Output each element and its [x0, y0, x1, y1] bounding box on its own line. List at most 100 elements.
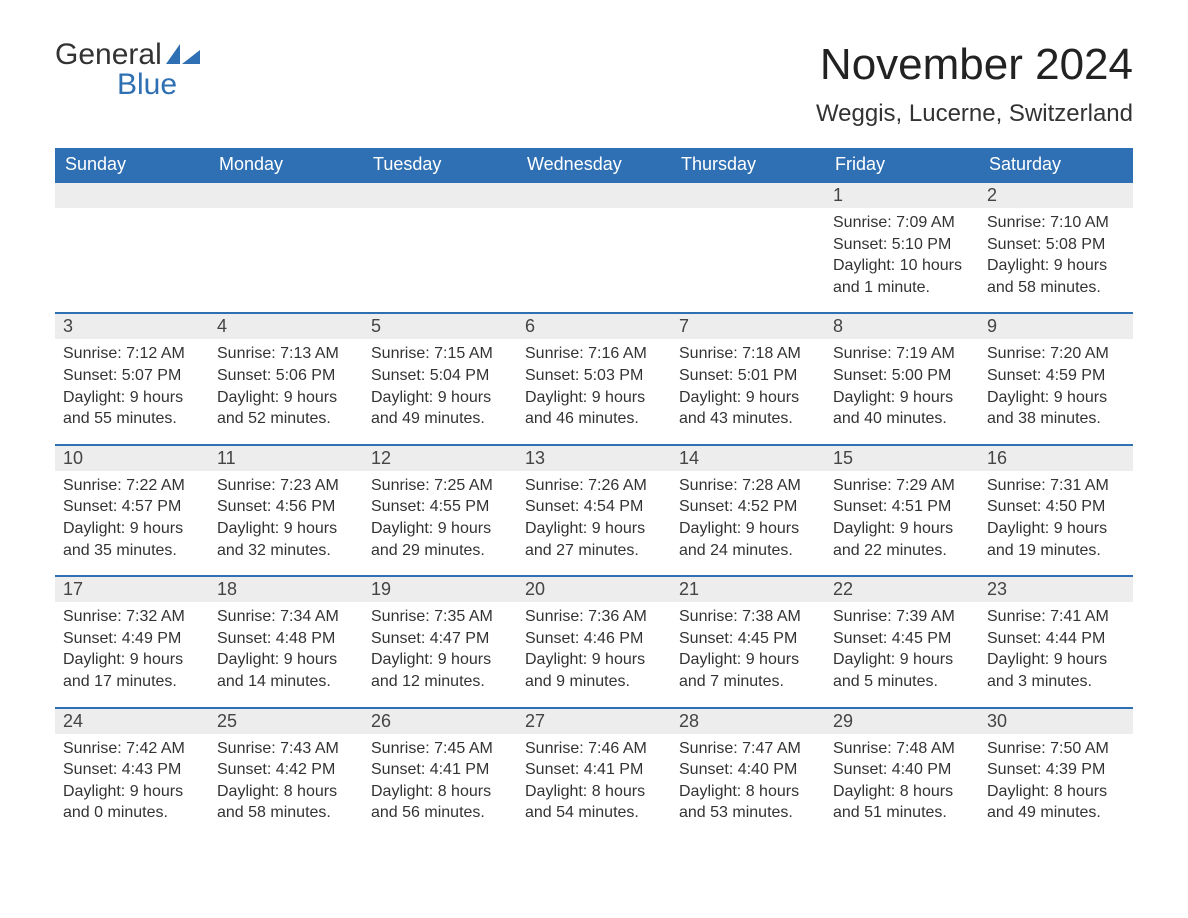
weekday-header: Tuesday [363, 148, 517, 182]
day-content-cell: Sunrise: 7:41 AMSunset: 4:44 PMDaylight:… [979, 602, 1133, 707]
sunset-text: Sunset: 4:47 PM [371, 628, 509, 650]
sunrise-text: Sunrise: 7:46 AM [525, 738, 663, 760]
page-header: General Blue November 2024 Weggis, Lucer… [55, 40, 1133, 128]
daylight2-text: and 38 minutes. [987, 408, 1125, 430]
daylight1-text: Daylight: 9 hours [63, 518, 201, 540]
day-content-cell: Sunrise: 7:18 AMSunset: 5:01 PMDaylight:… [671, 339, 825, 444]
sunset-text: Sunset: 4:39 PM [987, 759, 1125, 781]
location: Weggis, Lucerne, Switzerland [816, 100, 1133, 128]
sunset-text: Sunset: 4:55 PM [371, 496, 509, 518]
daylight2-text: and 14 minutes. [217, 671, 355, 693]
daylight1-text: Daylight: 8 hours [679, 781, 817, 803]
daylight2-text: and 32 minutes. [217, 540, 355, 562]
sunrise-text: Sunrise: 7:18 AM [679, 343, 817, 365]
day-content-cell: Sunrise: 7:12 AMSunset: 5:07 PMDaylight:… [55, 339, 209, 444]
sunrise-text: Sunrise: 7:19 AM [833, 343, 971, 365]
daylight2-text: and 29 minutes. [371, 540, 509, 562]
daynum-row: 24252627282930 [55, 708, 1133, 734]
daylight1-text: Daylight: 9 hours [987, 518, 1125, 540]
sunset-text: Sunset: 5:01 PM [679, 365, 817, 387]
sunrise-text: Sunrise: 7:16 AM [525, 343, 663, 365]
day-number-cell: 17 [55, 576, 209, 602]
sunrise-text: Sunrise: 7:45 AM [371, 738, 509, 760]
logo-word1: General [55, 40, 162, 70]
day-number-cell: 21 [671, 576, 825, 602]
sunset-text: Sunset: 5:08 PM [987, 234, 1125, 256]
logo-word2: Blue [117, 70, 200, 100]
day-number-cell: 14 [671, 445, 825, 471]
day-number-cell: 5 [363, 313, 517, 339]
day-content-cell: Sunrise: 7:35 AMSunset: 4:47 PMDaylight:… [363, 602, 517, 707]
daylight1-text: Daylight: 9 hours [371, 387, 509, 409]
daylight1-text: Daylight: 9 hours [987, 649, 1125, 671]
daylight2-text: and 3 minutes. [987, 671, 1125, 693]
day-number-cell: 28 [671, 708, 825, 734]
daylight2-text: and 27 minutes. [525, 540, 663, 562]
daynum-row: 3456789 [55, 313, 1133, 339]
daylight1-text: Daylight: 8 hours [525, 781, 663, 803]
daylight1-text: Daylight: 8 hours [987, 781, 1125, 803]
daylight2-text: and 54 minutes. [525, 802, 663, 824]
daylight1-text: Daylight: 9 hours [217, 518, 355, 540]
sunset-text: Sunset: 4:54 PM [525, 496, 663, 518]
weekday-header: Friday [825, 148, 979, 182]
daylight1-text: Daylight: 9 hours [525, 518, 663, 540]
day-content-cell: Sunrise: 7:47 AMSunset: 4:40 PMDaylight:… [671, 734, 825, 838]
weekday-header: Monday [209, 148, 363, 182]
day-number-cell [517, 182, 671, 208]
day-content-cell: Sunrise: 7:10 AMSunset: 5:08 PMDaylight:… [979, 208, 1133, 313]
sunset-text: Sunset: 5:10 PM [833, 234, 971, 256]
day-content-cell [55, 208, 209, 313]
daylight2-text: and 56 minutes. [371, 802, 509, 824]
day-content-cell: Sunrise: 7:09 AMSunset: 5:10 PMDaylight:… [825, 208, 979, 313]
daylight2-text: and 58 minutes. [217, 802, 355, 824]
daylight2-text: and 1 minute. [833, 277, 971, 299]
day-content-cell: Sunrise: 7:34 AMSunset: 4:48 PMDaylight:… [209, 602, 363, 707]
day-number-cell [55, 182, 209, 208]
daylight1-text: Daylight: 8 hours [217, 781, 355, 803]
day-number-cell: 8 [825, 313, 979, 339]
sunset-text: Sunset: 4:44 PM [987, 628, 1125, 650]
day-content-cell: Sunrise: 7:25 AMSunset: 4:55 PMDaylight:… [363, 471, 517, 576]
day-content-cell: Sunrise: 7:50 AMSunset: 4:39 PMDaylight:… [979, 734, 1133, 838]
day-number-cell: 2 [979, 182, 1133, 208]
sunrise-text: Sunrise: 7:47 AM [679, 738, 817, 760]
daylight2-text: and 52 minutes. [217, 408, 355, 430]
day-content-cell: Sunrise: 7:43 AMSunset: 4:42 PMDaylight:… [209, 734, 363, 838]
sunset-text: Sunset: 4:45 PM [833, 628, 971, 650]
sunrise-text: Sunrise: 7:25 AM [371, 475, 509, 497]
daylight2-text: and 53 minutes. [679, 802, 817, 824]
sunset-text: Sunset: 4:41 PM [525, 759, 663, 781]
sunrise-text: Sunrise: 7:31 AM [987, 475, 1125, 497]
day-content-cell: Sunrise: 7:19 AMSunset: 5:00 PMDaylight:… [825, 339, 979, 444]
content-row: Sunrise: 7:32 AMSunset: 4:49 PMDaylight:… [55, 602, 1133, 707]
day-content-cell: Sunrise: 7:15 AMSunset: 5:04 PMDaylight:… [363, 339, 517, 444]
day-number-cell: 29 [825, 708, 979, 734]
daylight2-text: and 58 minutes. [987, 277, 1125, 299]
content-row: Sunrise: 7:42 AMSunset: 4:43 PMDaylight:… [55, 734, 1133, 838]
daylight1-text: Daylight: 9 hours [833, 518, 971, 540]
day-content-cell [363, 208, 517, 313]
sunset-text: Sunset: 4:52 PM [679, 496, 817, 518]
sunset-text: Sunset: 4:40 PM [679, 759, 817, 781]
sunrise-text: Sunrise: 7:12 AM [63, 343, 201, 365]
daylight1-text: Daylight: 9 hours [679, 649, 817, 671]
day-number-cell: 15 [825, 445, 979, 471]
daylight1-text: Daylight: 9 hours [63, 649, 201, 671]
day-content-cell [517, 208, 671, 313]
sunset-text: Sunset: 4:42 PM [217, 759, 355, 781]
sunrise-text: Sunrise: 7:43 AM [217, 738, 355, 760]
daylight1-text: Daylight: 9 hours [63, 781, 201, 803]
sunrise-text: Sunrise: 7:09 AM [833, 212, 971, 234]
day-number-cell: 3 [55, 313, 209, 339]
day-number-cell: 22 [825, 576, 979, 602]
daylight1-text: Daylight: 10 hours [833, 255, 971, 277]
content-row: Sunrise: 7:09 AMSunset: 5:10 PMDaylight:… [55, 208, 1133, 313]
sunrise-text: Sunrise: 7:42 AM [63, 738, 201, 760]
sunset-text: Sunset: 4:57 PM [63, 496, 201, 518]
day-number-cell: 20 [517, 576, 671, 602]
daylight2-text: and 19 minutes. [987, 540, 1125, 562]
sunset-text: Sunset: 4:59 PM [987, 365, 1125, 387]
daylight1-text: Daylight: 9 hours [679, 387, 817, 409]
sunset-text: Sunset: 5:06 PM [217, 365, 355, 387]
